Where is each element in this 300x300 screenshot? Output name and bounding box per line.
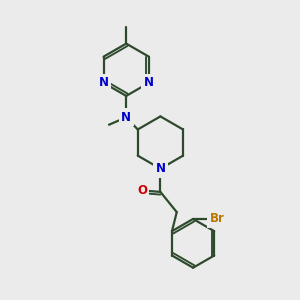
Text: N: N [155,162,165,175]
Text: N: N [144,76,154,89]
Text: N: N [121,111,131,124]
Text: Br: Br [209,212,224,226]
Text: O: O [137,184,147,197]
Text: N: N [99,76,109,89]
